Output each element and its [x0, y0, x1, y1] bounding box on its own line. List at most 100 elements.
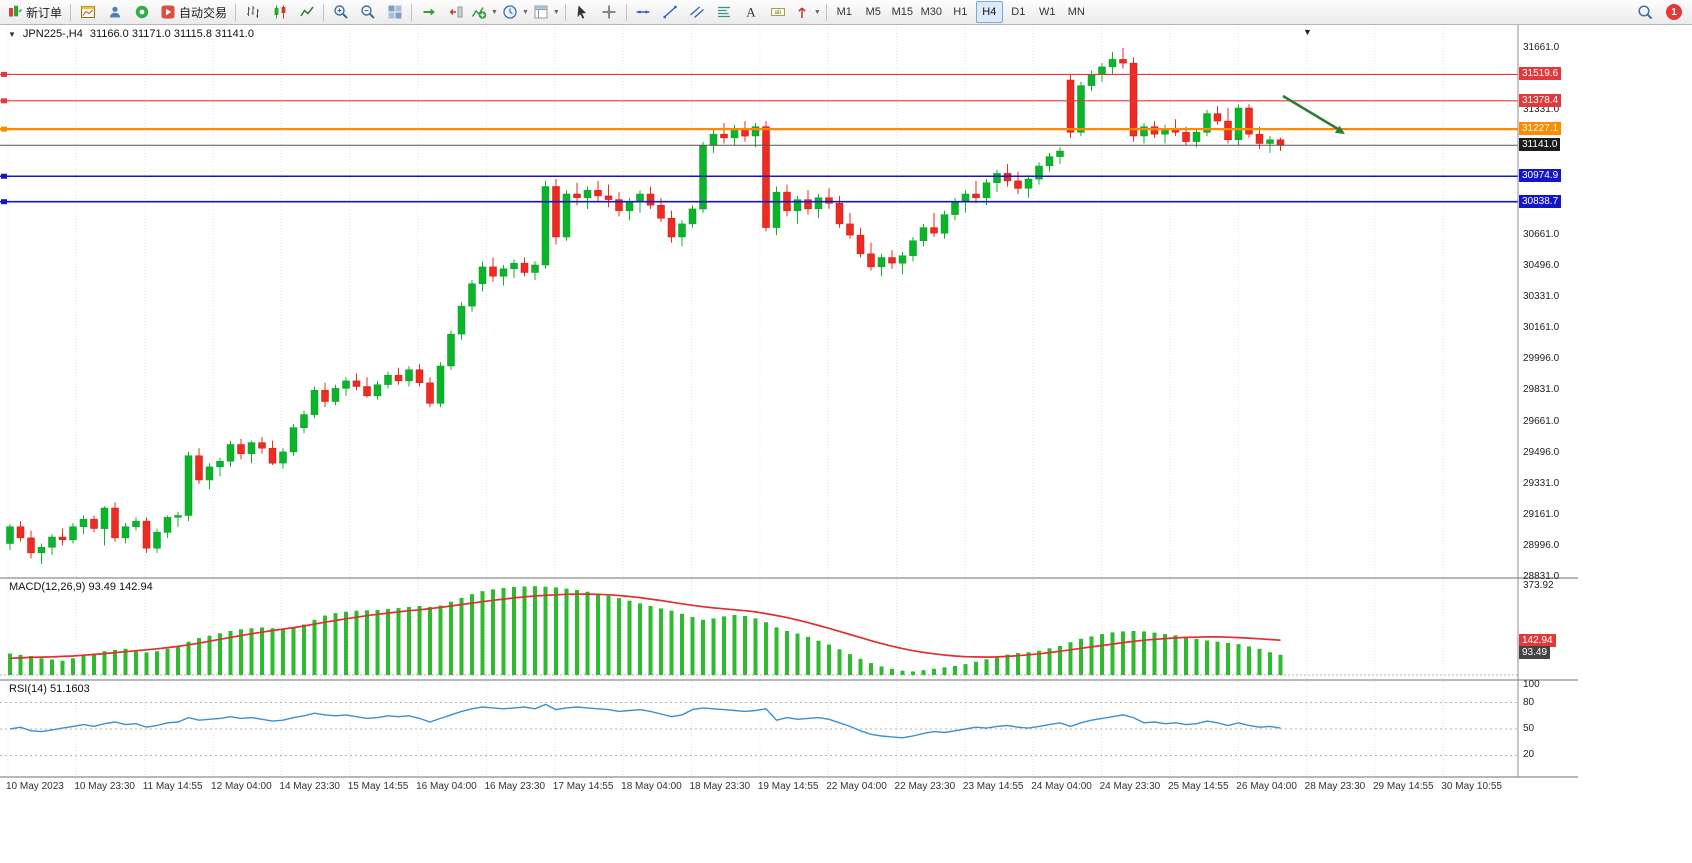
timeframe-m1[interactable]: M1	[836, 6, 852, 18]
cursor-icon	[577, 5, 587, 19]
price-axis-label[interactable]: 29161.0	[1523, 509, 1560, 521]
timeframe-mn[interactable]: MN	[1067, 6, 1085, 18]
new-order-icon	[9, 5, 23, 17]
price-axis-label[interactable]: 29331.0	[1523, 477, 1560, 489]
chart-shift-button[interactable]	[442, 1, 469, 23]
toolbar-separator	[411, 3, 413, 21]
search-icon	[1637, 4, 1653, 20]
crosshair-button[interactable]	[596, 1, 623, 23]
rsi-axis-label[interactable]: 100	[1523, 679, 1540, 690]
svg-text:ab: ab	[775, 10, 782, 16]
time-axis-label[interactable]: 24 May 23:30	[1099, 781, 1161, 792]
price-line-badge[interactable]: 31227.1	[1519, 122, 1562, 136]
price-axis-label[interactable]: 31331.0	[1523, 103, 1560, 115]
price-axis-label[interactable]: 30496.0	[1523, 259, 1560, 271]
timeframe-h1[interactable]: H1	[953, 6, 968, 18]
time-axis-label[interactable]: 22 May 04:00	[826, 781, 887, 792]
time-axis-label[interactable]: 16 May 23:30	[484, 781, 546, 792]
bar-chart-button[interactable]	[239, 1, 266, 23]
price-axis-label[interactable]: 28831.0	[1523, 571, 1560, 582]
time-axis-label[interactable]: 10 May 23:30	[74, 781, 135, 792]
time-axis-label[interactable]: 26 May 04:00	[1236, 781, 1297, 792]
templates-button[interactable]: ▼	[531, 1, 562, 23]
price-axis-label[interactable]: 30661.0	[1523, 228, 1560, 240]
time-axis-label[interactable]: 14 May 23:30	[279, 781, 340, 792]
time-axis-label[interactable]: 18 May 04:00	[621, 781, 682, 792]
horizontal-line-button[interactable]	[630, 1, 657, 23]
time-axis-label[interactable]: 11 May 14:55	[142, 781, 203, 792]
time-axis-label[interactable]: 25 May 14:55	[1167, 781, 1229, 792]
price-axis-label[interactable]: 30161.0	[1523, 322, 1560, 334]
price-axis-label[interactable]: 29831.0	[1523, 384, 1560, 396]
time-axis-label[interactable]: 12 May 04:00	[211, 781, 272, 792]
dropdown-caret-icon: ▼	[552, 8, 560, 16]
text-button[interactable]: A	[738, 1, 765, 23]
profiles-button[interactable]	[101, 1, 128, 23]
trendline-button[interactable]	[657, 1, 684, 23]
arrows-button[interactable]: ▼	[792, 1, 823, 23]
time-axis-label[interactable]: 24 May 04:00	[1031, 781, 1092, 792]
time-axis-label[interactable]: 22 May 23:30	[894, 781, 956, 792]
time-axis-label[interactable]: 29 May 14:55	[1373, 781, 1434, 792]
rsi-axis-label[interactable]: 50	[1523, 723, 1535, 734]
rsi-label: RSI(14) 51.1603	[9, 683, 90, 695]
time-axis-label[interactable]: 30 May 10:55	[1441, 781, 1502, 792]
line-chart-button[interactable]	[293, 1, 320, 23]
time-axis-label[interactable]: 28 May 23:30	[1304, 781, 1366, 792]
price-line-badge[interactable]: 30974.9	[1519, 169, 1562, 183]
text-label-button[interactable]: ab	[765, 1, 792, 23]
rsi-axis-label[interactable]: 80	[1523, 696, 1535, 708]
rsi-line	[9, 703, 1281, 739]
indicators-button[interactable]: ▼	[469, 1, 500, 23]
time-axis-label[interactable]: 16 May 04:00	[416, 781, 477, 792]
timeframe-m5[interactable]: M5	[865, 6, 881, 18]
timeframe-d1[interactable]: D1	[1011, 6, 1026, 18]
time-axis-label[interactable]: 19 May 14:55	[757, 781, 819, 792]
chart-canvas[interactable]	[0, 24, 1692, 863]
timeframe-w1[interactable]: W1	[1039, 6, 1056, 18]
notification-badge[interactable]: 1	[1666, 4, 1682, 20]
toolbar: 新订单 自动交易	[0, 0, 1692, 25]
autoscroll-button[interactable]	[415, 1, 442, 23]
macd-label: MACD(12,26,9) 93.49 142.94	[9, 581, 153, 593]
cursor-button[interactable]	[569, 1, 596, 23]
rsi-axis-label[interactable]: 20	[1523, 749, 1535, 761]
svg-text:A: A	[747, 5, 757, 20]
toolbar-separator	[825, 3, 827, 21]
price-axis-label[interactable]: 29496.0	[1523, 446, 1560, 458]
price-line-badge[interactable]: 30838.7	[1519, 194, 1562, 208]
time-axis-label[interactable]: 23 May 14:55	[962, 781, 1024, 792]
candles-layer	[6, 48, 1285, 565]
community-button[interactable]	[128, 1, 155, 23]
candlestick-icon	[274, 4, 285, 20]
timeframe-m15[interactable]: M15	[891, 6, 913, 18]
time-axis-label[interactable]: 18 May 23:30	[689, 781, 751, 792]
time-axis-label[interactable]: 17 May 14:55	[552, 781, 614, 792]
price-axis-label[interactable]: 28996.0	[1523, 540, 1560, 552]
fibonacci-button[interactable]	[711, 1, 738, 23]
time-axis-label[interactable]: 10 May 2023	[6, 781, 64, 792]
periods-button[interactable]: ▼	[500, 1, 531, 23]
price-line-badge[interactable]: 31519.6	[1519, 67, 1562, 81]
new-chart-button[interactable]	[74, 1, 101, 23]
price-axis-label[interactable]: 30331.0	[1523, 290, 1560, 302]
candlestick-chart-button[interactable]	[266, 1, 293, 23]
zoom-out-button[interactable]	[354, 1, 381, 23]
price-line-badge[interactable]: 31141.0	[1519, 138, 1561, 152]
price-axis-label[interactable]: 31661.0	[1523, 42, 1560, 53]
timeframe-m30[interactable]: M30	[920, 6, 942, 18]
zoom-in-button[interactable]	[327, 1, 354, 23]
time-axis-label[interactable]: 15 May 14:55	[347, 781, 409, 792]
price-line-badge[interactable]: 31378.4	[1519, 93, 1562, 107]
chart-collapse-icon[interactable]: ▼	[8, 29, 16, 39]
timeframe-h4[interactable]: H4	[975, 1, 1003, 23]
dropdown-caret-icon: ▼	[491, 8, 498, 16]
autotrade-button[interactable]: 自动交易	[155, 1, 232, 23]
price-axis-label[interactable]: 29996.0	[1523, 353, 1560, 365]
channel-button[interactable]	[684, 1, 711, 23]
tile-windows-button[interactable]	[381, 1, 408, 23]
price-axis-label[interactable]: 29661.0	[1523, 415, 1560, 427]
search-button[interactable]	[1631, 1, 1658, 23]
chart-corner-dropdown-icon[interactable]: ▼	[1303, 27, 1312, 37]
new-order-button[interactable]: 新订单	[2, 1, 67, 23]
